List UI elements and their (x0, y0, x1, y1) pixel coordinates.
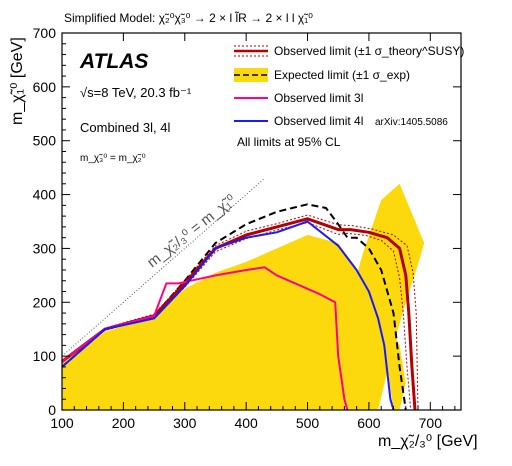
y-tick-label-100: 100 (33, 348, 57, 364)
series-observed-limit (61, 217, 417, 411)
legend-entry-observed-4l: Observed limit 4l arXiv:1405.5086 (234, 114, 448, 128)
chart-title: Simplified Model: χ̃₂⁰χ̃₃⁰ → 2 × l l̃R →… (64, 10, 313, 25)
legend-entry-observed-3l: Observed limit 3l (234, 91, 363, 105)
series-observed-limit-3l (61, 266, 349, 411)
x-tick-label-100: 100 (50, 415, 74, 431)
legend-label-observed-3l: Observed limit 3l (274, 91, 363, 105)
x-tick-label-600: 600 (357, 415, 381, 431)
legend-label-expected: Expected limit (±1 σ_exp) (274, 68, 410, 82)
legend-label-observed-4l: Observed limit 4l (274, 114, 363, 128)
y-tick-label-600: 600 (33, 79, 57, 95)
x-tick-label-400: 400 (234, 415, 258, 431)
mass-relation-label: m_χ̃₃⁰ = m_χ̃₂⁰ (80, 153, 146, 164)
y-tick-label-500: 500 (33, 133, 57, 149)
x-axis-label: m_χ̃₂/₃⁰ [GeV] (378, 433, 478, 450)
y-tick-label-400: 400 (33, 187, 57, 203)
y-tick-label-0: 0 (48, 402, 56, 418)
legend-entry-observed: Observed limit (±1 σ_theory^SUSY) (234, 44, 464, 58)
y-tick-label-200: 200 (33, 294, 57, 310)
x-tick-label-500: 500 (296, 415, 320, 431)
series-observed-limit-1-theory (61, 214, 419, 411)
energy-label: √s=8 TeV, 20.3 fb⁻¹ (80, 85, 192, 100)
channels-label: Combined 3l, 4l (80, 120, 170, 135)
legend-label-observed: Observed limit (±1 σ_theory^SUSY) (274, 44, 464, 58)
series-expected-limit-1-exp-band (62, 183, 425, 410)
x-tick-label-300: 300 (173, 415, 197, 431)
legend: Observed limit (±1 σ_theory^SUSY) Expect… (234, 44, 464, 149)
axes: 100 200 300 400 500 600 7000100200300400500600… (33, 25, 461, 431)
x-tick-label-200: 200 (112, 415, 136, 431)
y-axis-label: m_χ̃₁⁰ [GeV] (9, 37, 26, 125)
plot-area (61, 178, 425, 411)
series-expected-limit (61, 203, 407, 411)
limits-note: All limits at 95% CL (237, 135, 341, 149)
reference-label: arXiv:1405.5086 (375, 117, 448, 128)
legend-swatch-expected-band (234, 68, 268, 82)
plot-frame (61, 32, 462, 411)
y-tick-label-300: 300 (33, 240, 57, 256)
legend-entry-expected: Expected limit (±1 σ_exp) (234, 68, 410, 82)
experiment-label: ATLAS (79, 50, 148, 73)
y-tick-label-700: 700 (33, 25, 57, 41)
series-observed-limit-4l (61, 220, 395, 411)
x-tick-label-700: 700 (419, 415, 443, 431)
